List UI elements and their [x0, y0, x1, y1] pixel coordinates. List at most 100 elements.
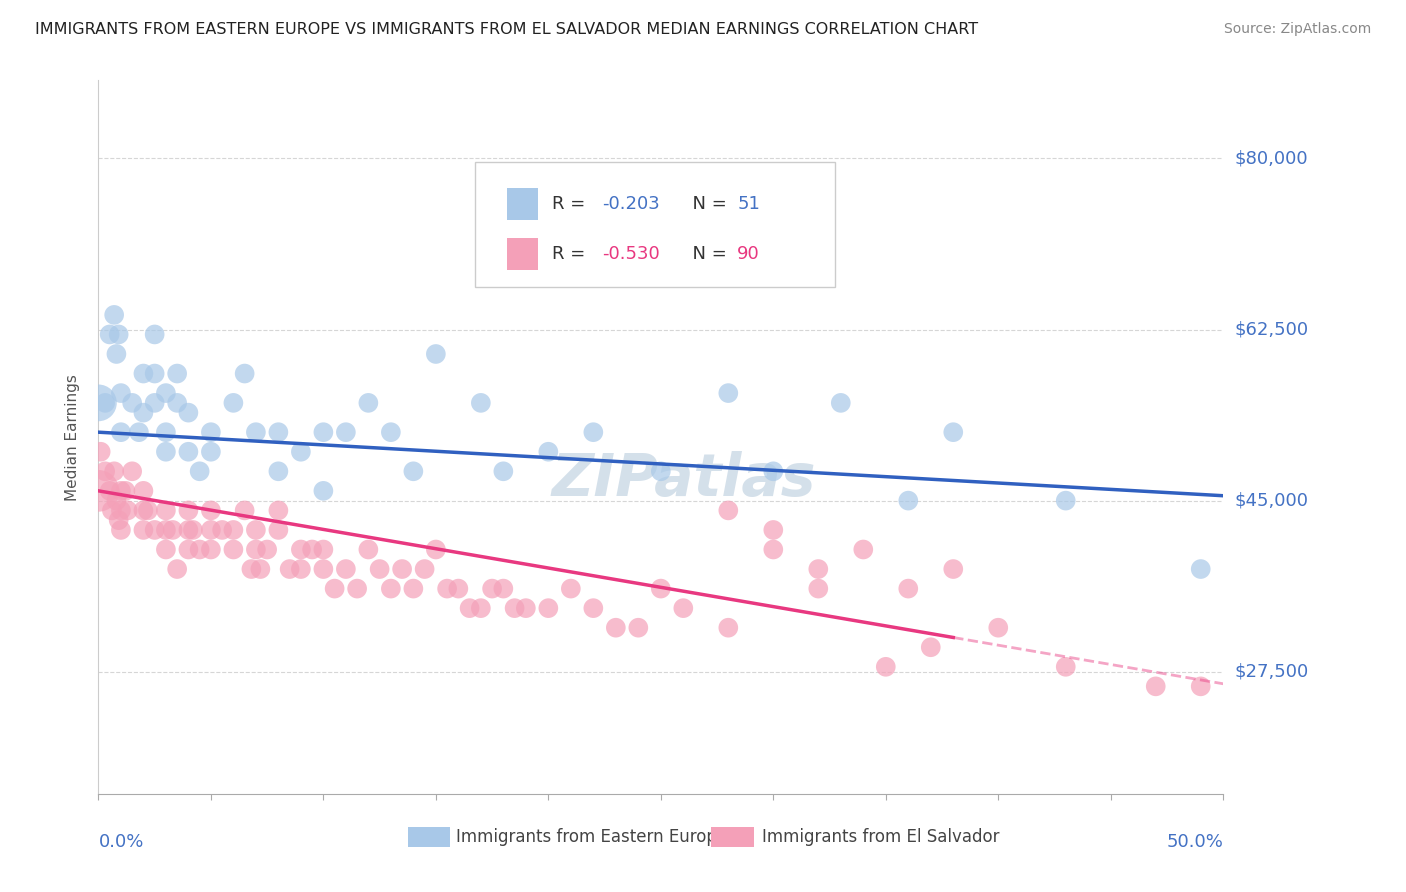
Point — [121, 464, 143, 478]
Point — [155, 444, 177, 458]
Point — [132, 523, 155, 537]
Point — [672, 601, 695, 615]
Point — [200, 444, 222, 458]
FancyBboxPatch shape — [506, 187, 538, 219]
Point — [312, 483, 335, 498]
Point — [897, 582, 920, 596]
Point — [188, 464, 211, 478]
Point — [830, 396, 852, 410]
Point — [875, 660, 897, 674]
Point — [312, 425, 335, 440]
Point — [117, 503, 139, 517]
Text: 0.0%: 0.0% — [98, 833, 143, 851]
Point — [717, 386, 740, 401]
Point — [515, 601, 537, 615]
Point — [155, 542, 177, 557]
Point — [413, 562, 436, 576]
Point — [143, 367, 166, 381]
Point — [582, 601, 605, 615]
Point — [267, 503, 290, 517]
Point — [470, 601, 492, 615]
Point — [1144, 679, 1167, 693]
Point — [103, 464, 125, 478]
Point — [503, 601, 526, 615]
Point — [87, 396, 110, 410]
Point — [267, 523, 290, 537]
Point — [110, 425, 132, 440]
FancyBboxPatch shape — [408, 828, 450, 847]
Point — [717, 503, 740, 517]
Point — [852, 542, 875, 557]
Point — [807, 562, 830, 576]
Point — [425, 347, 447, 361]
Point — [717, 621, 740, 635]
Point — [897, 493, 920, 508]
Point — [560, 210, 582, 224]
Point — [245, 425, 267, 440]
Point — [143, 327, 166, 342]
Point — [110, 503, 132, 517]
Point — [267, 425, 290, 440]
Point — [233, 367, 256, 381]
Text: -0.530: -0.530 — [602, 244, 659, 262]
Point — [181, 523, 204, 537]
Point — [537, 601, 560, 615]
Text: $62,500: $62,500 — [1234, 320, 1309, 339]
Point — [98, 483, 121, 498]
Text: $80,000: $80,000 — [1234, 150, 1308, 168]
Point — [335, 562, 357, 576]
Point — [103, 308, 125, 322]
Point — [290, 542, 312, 557]
Point — [447, 582, 470, 596]
Point — [650, 582, 672, 596]
Point — [368, 562, 391, 576]
Point — [200, 523, 222, 537]
Point — [107, 327, 129, 342]
Point — [650, 464, 672, 478]
Point — [627, 621, 650, 635]
Point — [807, 582, 830, 596]
Text: 90: 90 — [737, 244, 761, 262]
Point — [162, 523, 184, 537]
FancyBboxPatch shape — [506, 237, 538, 269]
Point — [110, 483, 132, 498]
Point — [492, 464, 515, 478]
Point — [380, 582, 402, 596]
Point — [155, 523, 177, 537]
Point — [301, 542, 323, 557]
FancyBboxPatch shape — [711, 828, 754, 847]
Y-axis label: Median Earnings: Median Earnings — [65, 374, 80, 500]
Text: N =: N = — [681, 194, 733, 212]
Point — [188, 542, 211, 557]
Point — [290, 562, 312, 576]
Point — [110, 386, 132, 401]
Point — [312, 542, 335, 557]
Point — [166, 367, 188, 381]
Point — [155, 386, 177, 401]
Point — [132, 367, 155, 381]
Point — [240, 562, 263, 576]
Point — [256, 542, 278, 557]
FancyBboxPatch shape — [475, 162, 835, 287]
Text: IMMIGRANTS FROM EASTERN EUROPE VS IMMIGRANTS FROM EL SALVADOR MEDIAN EARNINGS CO: IMMIGRANTS FROM EASTERN EUROPE VS IMMIGR… — [35, 22, 979, 37]
Point — [107, 513, 129, 527]
Point — [143, 523, 166, 537]
Text: $45,000: $45,000 — [1234, 491, 1309, 509]
Point — [245, 542, 267, 557]
Point — [560, 582, 582, 596]
Point — [267, 464, 290, 478]
Point — [200, 503, 222, 517]
Point — [110, 523, 132, 537]
Point — [920, 640, 942, 655]
Point — [177, 542, 200, 557]
Point — [143, 396, 166, 410]
Point — [1054, 493, 1077, 508]
Point — [391, 562, 413, 576]
Point — [278, 562, 301, 576]
Point — [155, 503, 177, 517]
Text: N =: N = — [681, 244, 733, 262]
Point — [155, 425, 177, 440]
Point — [136, 503, 159, 517]
Point — [98, 327, 121, 342]
Text: R =: R = — [551, 194, 591, 212]
